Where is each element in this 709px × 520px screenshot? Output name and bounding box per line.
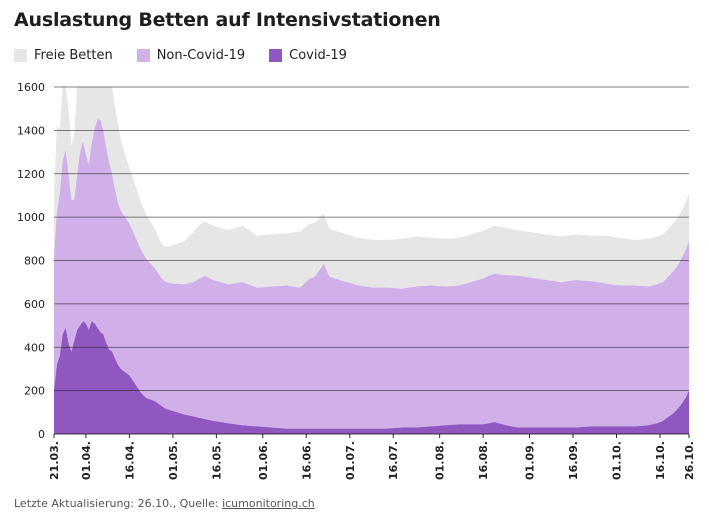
source-link[interactable]: icumonitoring.ch bbox=[222, 497, 315, 510]
legend-swatch-free bbox=[14, 48, 27, 62]
x-tick-label: 16.08. bbox=[477, 441, 490, 480]
x-tick-label: 26.10. bbox=[683, 441, 696, 480]
x-tick-label: 16.04. bbox=[123, 441, 136, 480]
x-tick-label: 16.09. bbox=[567, 441, 580, 480]
x-tick-label: 01.10. bbox=[611, 441, 624, 480]
chart-legend: Freie Betten Non-Covid-19 Covid-19 bbox=[14, 46, 371, 64]
legend-label-noncovid: Non-Covid-19 bbox=[156, 47, 246, 63]
legend-item-covid: Covid-19 bbox=[269, 48, 347, 63]
x-tick-label: 16.05. bbox=[210, 441, 223, 480]
x-tick-label: 01.08. bbox=[434, 441, 447, 480]
x-tick-label: 01.09. bbox=[524, 441, 537, 480]
x-tick-label: 21.03. bbox=[48, 441, 61, 480]
x-tick-label: 01.04. bbox=[80, 441, 93, 480]
x-tick-label: 16.07. bbox=[387, 441, 400, 480]
legend-label-covid: Covid-19 bbox=[289, 47, 347, 63]
x-tick-label: 01.06. bbox=[257, 441, 270, 480]
x-tick-label: 16.10. bbox=[654, 441, 667, 480]
y-tick-label: 600 bbox=[24, 298, 45, 311]
x-tick-label: 01.05. bbox=[167, 441, 180, 480]
legend-label-free: Freie Betten bbox=[34, 47, 113, 63]
y-tick-label: 1000 bbox=[17, 211, 45, 224]
footer-text: Letzte Aktualisierung: 26.10., Quelle: bbox=[14, 497, 223, 510]
y-tick-label: 1600 bbox=[17, 81, 45, 94]
legend-item-free: Freie Betten bbox=[14, 48, 113, 63]
x-tick-label: 16.06. bbox=[300, 441, 313, 480]
x-tick-label: 01.07. bbox=[344, 441, 357, 480]
y-tick-label: 0 bbox=[38, 428, 45, 441]
area-freie-betten bbox=[54, 87, 689, 289]
chart-footer: Letzte Aktualisierung: 26.10., Quelle: i… bbox=[14, 497, 315, 510]
legend-item-noncovid: Non-Covid-19 bbox=[136, 47, 246, 63]
y-tick-label: 800 bbox=[24, 255, 45, 268]
y-tick-label: 400 bbox=[24, 341, 45, 354]
y-tick-label: 1200 bbox=[17, 168, 45, 181]
legend-swatch-covid bbox=[269, 48, 283, 62]
area-non-covid-19 bbox=[54, 119, 689, 429]
legend-swatch-noncovid bbox=[136, 48, 150, 62]
y-tick-label: 1400 bbox=[17, 124, 45, 137]
y-tick-label: 200 bbox=[24, 385, 45, 398]
chart-title: Auslastung Betten auf Intensivstationen bbox=[14, 9, 441, 31]
area-covid-19 bbox=[54, 321, 689, 434]
